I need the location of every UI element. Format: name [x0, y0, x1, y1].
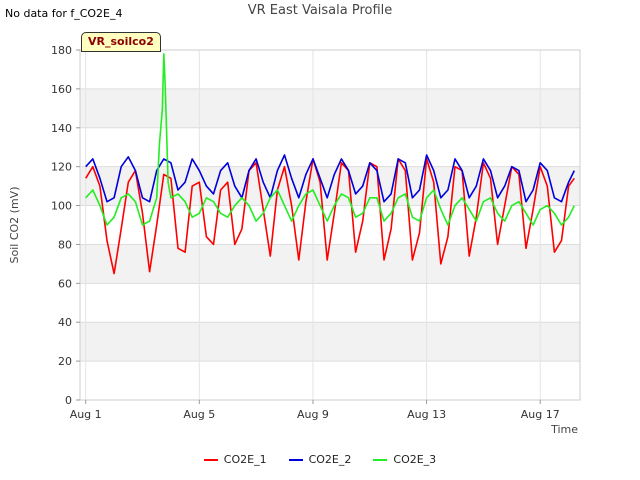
y-tick-label: 100 [51, 200, 72, 213]
x-tick-label: Aug 17 [521, 408, 560, 421]
legend-item-co2e-2: CO2E_2 [288, 453, 352, 466]
chart-title: VR East Vaisala Profile [247, 3, 393, 18]
x-tick-label: Aug 13 [407, 408, 446, 421]
y-axis-label: Soil CO2 (mV) [8, 187, 21, 264]
legend: CO2E_1 CO2E_2 CO2E_3 [0, 453, 640, 466]
x-tick-label: Aug 5 [183, 408, 215, 421]
plot-area [79, 49, 581, 401]
y-tick-label: 120 [51, 161, 72, 174]
grid-band [80, 88, 580, 128]
grid-band [80, 244, 580, 284]
y-tick-label: 80 [58, 238, 72, 251]
no-data-note: No data for f_CO2E_4 [5, 7, 123, 20]
y-tick-label: 180 [51, 44, 72, 57]
legend-label-co2e-3: CO2E_3 [393, 453, 437, 466]
y-tick-label: 60 [58, 277, 72, 290]
series-line-co2e-3 [85, 53, 576, 226]
legend-label-co2e-2: CO2E_2 [308, 453, 352, 466]
x-tick-label: Aug 1 [70, 408, 102, 421]
y-tick-label: 0 [65, 394, 72, 407]
x-tick-label: Aug 9 [297, 408, 329, 421]
legend-item-co2e-1: CO2E_1 [203, 453, 267, 466]
x-axis-label: Time [550, 423, 578, 436]
y-tick-label: 160 [51, 83, 72, 96]
legend-swatch-co2e-2 [288, 458, 303, 461]
y-tick-label: 40 [58, 316, 72, 329]
site-badge: VR_soilco2 [81, 32, 161, 52]
grid-band [80, 322, 580, 362]
legend-label-co2e-1: CO2E_1 [223, 453, 267, 466]
legend-item-co2e-3: CO2E_3 [373, 453, 436, 466]
legend-swatch-co2e-1 [203, 458, 218, 461]
y-tick-label: 140 [51, 122, 72, 135]
y-tick-label: 20 [58, 355, 72, 368]
legend-swatch-co2e-3 [373, 458, 388, 461]
